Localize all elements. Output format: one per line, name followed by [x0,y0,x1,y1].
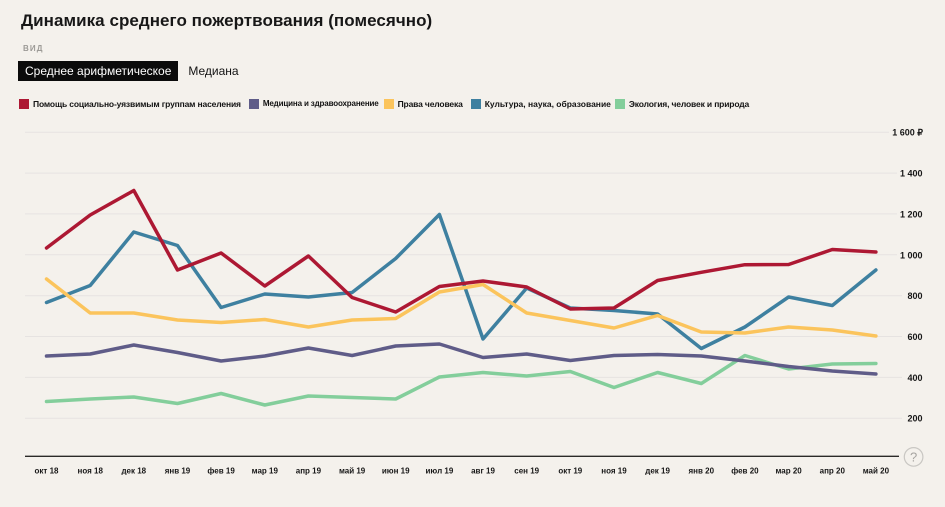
svg-text:1 600 ₽: 1 600 ₽ [892,128,923,138]
svg-text:мар 20: мар 20 [775,466,802,475]
svg-text:сен 19: сен 19 [514,466,539,475]
svg-text:дек 18: дек 18 [121,466,146,475]
svg-text:400: 400 [907,373,922,383]
svg-text:1 200: 1 200 [900,209,923,219]
svg-text:800: 800 [907,291,922,301]
svg-text:апр 20: апр 20 [820,466,846,475]
svg-text:янв 19: янв 19 [165,466,191,475]
svg-text:авг 19: авг 19 [471,466,495,475]
svg-text:дек 19: дек 19 [645,466,670,475]
svg-text:1 000: 1 000 [900,250,923,260]
svg-text:фев 19: фев 19 [207,466,235,475]
svg-text:янв 20: янв 20 [689,466,715,475]
svg-text:мар 19: мар 19 [252,466,279,475]
svg-text:окт 18: окт 18 [35,466,59,475]
svg-text:1 400: 1 400 [900,169,923,179]
svg-text:июн 19: июн 19 [382,466,410,475]
svg-text:июл 19: июл 19 [426,466,454,475]
svg-text:ноя 19: ноя 19 [601,466,627,475]
svg-text:окт 19: окт 19 [558,466,582,475]
svg-text:фев 20: фев 20 [731,466,759,475]
svg-text:200: 200 [907,414,922,424]
svg-text:май 19: май 19 [339,466,366,475]
svg-text:ноя 18: ноя 18 [77,466,103,475]
svg-text:?: ? [910,449,917,464]
svg-text:апр 19: апр 19 [296,466,322,475]
svg-text:май 20: май 20 [863,466,890,475]
svg-text:600: 600 [907,332,922,342]
